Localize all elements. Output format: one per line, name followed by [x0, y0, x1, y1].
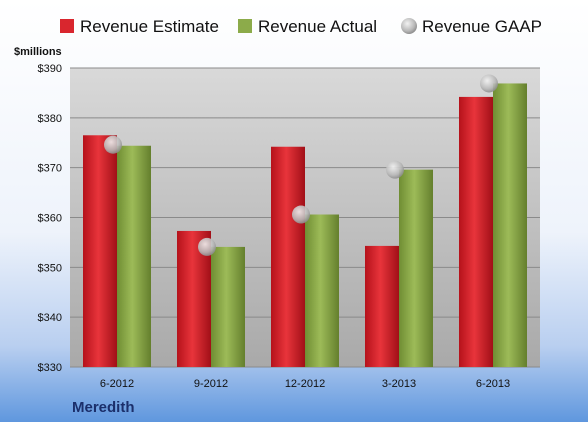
actual-bar — [211, 246, 245, 367]
estimate-bar — [365, 245, 399, 367]
actual-bar — [305, 214, 339, 367]
gaap-point — [198, 237, 216, 256]
gaap-point — [386, 160, 404, 179]
y-axis-unit-label: $millions — [14, 46, 62, 58]
x-tick-label: 9-2012 — [194, 378, 228, 390]
x-tick-label: 6-2012 — [100, 378, 134, 390]
x-axis-tick-labels: 6-2012 9-2012 12-2012 3-2013 6-2013 — [100, 378, 510, 390]
gaap-points — [104, 74, 498, 256]
legend-label: Revenue Actual — [258, 17, 377, 36]
estimate-bar — [459, 96, 493, 368]
company-name: Meredith — [72, 399, 135, 416]
gaap-point — [480, 74, 498, 93]
estimate-bar — [83, 135, 117, 367]
y-tick-label: $350 — [38, 262, 62, 274]
gaap-point — [104, 135, 122, 154]
legend-swatch — [60, 19, 74, 33]
y-tick-label: $340 — [38, 312, 62, 324]
x-tick-label: 3-2013 — [382, 378, 416, 390]
legend-label: Revenue GAAP — [422, 17, 542, 36]
estimate-bar — [271, 146, 305, 367]
actual-bar — [399, 169, 433, 367]
gaap-point — [292, 205, 310, 224]
legend-swatch — [238, 19, 252, 33]
y-axis-tick-labels: $330 $340 $350 $360 $370 $380 $390 — [38, 63, 62, 374]
actual-bar — [493, 83, 527, 367]
y-tick-label: $360 — [38, 213, 62, 225]
legend-swatch — [401, 18, 417, 34]
y-tick-label: $390 — [38, 63, 62, 75]
actual-bar — [117, 145, 151, 367]
legend: Revenue Estimate Revenue Actual Revenue GA… — [60, 17, 542, 36]
legend-label: Revenue Estimate — [80, 17, 219, 36]
x-tick-label: 6-2013 — [476, 378, 510, 390]
x-tick-label: 12-2012 — [285, 378, 325, 390]
y-tick-label: $380 — [38, 113, 62, 125]
y-tick-label: $370 — [38, 163, 62, 175]
y-tick-label: $330 — [38, 362, 62, 374]
bars — [83, 83, 527, 368]
